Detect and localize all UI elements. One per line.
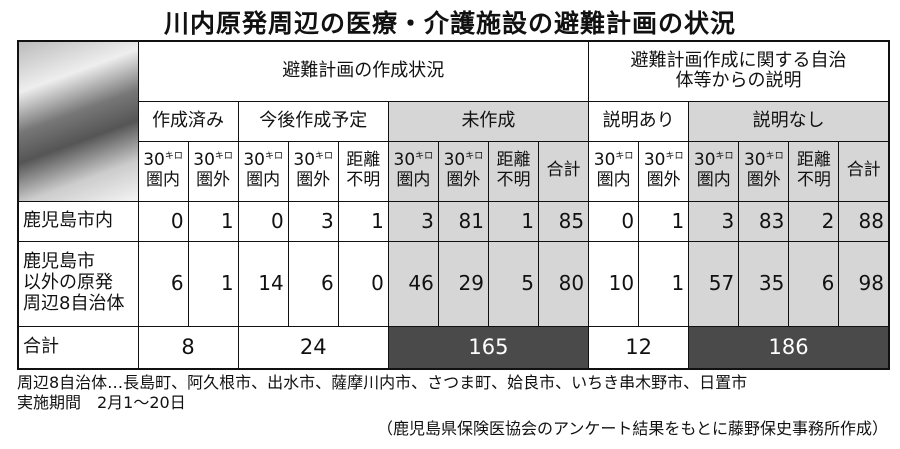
table-cell: 0 <box>337 240 389 327</box>
page-title: 川内原発周辺の医療・介護施設の避難計画の状況 <box>163 9 736 38</box>
column-header-out30: 30キロ 圏外 <box>287 140 339 202</box>
table-cell: 1 <box>337 200 389 242</box>
column-header-in30: 30キロ 圏内 <box>137 140 189 202</box>
table-cell: 46 <box>387 240 439 327</box>
table-cell: 83 <box>738 200 790 242</box>
header-group-plan-status: 避難計画の作成状況 <box>137 40 590 102</box>
table-cell: 3 <box>387 200 439 242</box>
table-cell: 98 <box>838 240 890 327</box>
table-cell: 0 <box>237 200 289 242</box>
table-cell: 81 <box>437 200 489 242</box>
footnote: 実施期間 2月1～20日 <box>17 393 186 412</box>
column-header-total: 合計 <box>838 140 890 202</box>
subheader: 未作成 <box>387 100 590 142</box>
table-cell: 35 <box>738 240 790 327</box>
table-cell: 1 <box>187 200 239 242</box>
total-cell: 24 <box>237 325 389 370</box>
column-header-in30: 30キロ 圏内 <box>387 140 439 202</box>
table-cell: 6 <box>137 240 189 327</box>
column-header-out30: 30キロ 圏外 <box>738 140 790 202</box>
subheader: 今後作成予定 <box>237 100 389 142</box>
column-header-unknown: 距離 不明 <box>487 140 540 202</box>
table-cell: 80 <box>537 240 590 327</box>
column-header-total: 合計 <box>537 140 590 202</box>
nuclear-plant-photo <box>17 40 139 202</box>
table-cell: 0 <box>588 200 640 242</box>
table-cell: 2 <box>788 200 840 242</box>
table-cell: 10 <box>588 240 640 327</box>
table-cell: 0 <box>137 200 189 242</box>
subheader: 説明なし <box>688 100 890 142</box>
column-header-out30: 30キロ 圏外 <box>638 140 690 202</box>
column-header-out30: 30キロ 圏外 <box>437 140 489 202</box>
table-cell: 29 <box>437 240 489 327</box>
total-cell: 165 <box>387 325 590 370</box>
table-cell: 85 <box>537 200 590 242</box>
row-label: 鹿児島市内 <box>17 200 139 242</box>
table-cell: 1 <box>638 200 690 242</box>
column-header-unknown: 距離 不明 <box>337 140 389 202</box>
subheader: 作成済み <box>137 100 239 142</box>
evacuation-plan-table: 避難計画の作成状況 避難計画作成に関する自治体等からの説明 作成済み 今後作成予定… <box>17 40 890 370</box>
table-cell: 5 <box>487 240 540 327</box>
column-header-in30: 30キロ 圏内 <box>588 140 640 202</box>
column-header-out30: 30キロ 圏外 <box>187 140 239 202</box>
table-cell: 6 <box>788 240 840 327</box>
footnote: 周辺8自治体…長島町、阿久根市、出水市、薩摩川内市、さつま町、姶良市、いちき串木… <box>17 373 748 392</box>
footnotes: 周辺8自治体…長島町、阿久根市、出水市、薩摩川内市、さつま町、姶良市、いちき串木… <box>17 373 747 413</box>
table-cell: 14 <box>237 240 289 327</box>
table-cell: 3 <box>688 200 740 242</box>
subheader: 説明あり <box>588 100 690 142</box>
table-cell: 57 <box>688 240 740 327</box>
column-header-unknown: 距離 不明 <box>788 140 840 202</box>
table-cell: 88 <box>838 200 890 242</box>
header-group-explanation: 避難計画作成に関する自治体等からの説明 <box>588 40 890 102</box>
total-cell: 12 <box>588 325 690 370</box>
total-cell: 186 <box>688 325 890 370</box>
column-header-in30: 30キロ 圏内 <box>237 140 289 202</box>
table-cell: 1 <box>638 240 690 327</box>
table-cell: 6 <box>287 240 339 327</box>
table-cell: 1 <box>187 240 239 327</box>
source-note: （鹿児島県保険医協会のアンケート結果をもとに藤野保史事務所作成） <box>376 419 888 438</box>
column-header-in30: 30キロ 圏内 <box>688 140 740 202</box>
table-cell: 1 <box>487 200 540 242</box>
total-cell: 8 <box>137 325 239 370</box>
table-cell: 3 <box>287 200 339 242</box>
total-label: 合計 <box>17 325 139 370</box>
row-label: 鹿児島市 以外の原発 周辺8自治体 <box>17 240 139 327</box>
